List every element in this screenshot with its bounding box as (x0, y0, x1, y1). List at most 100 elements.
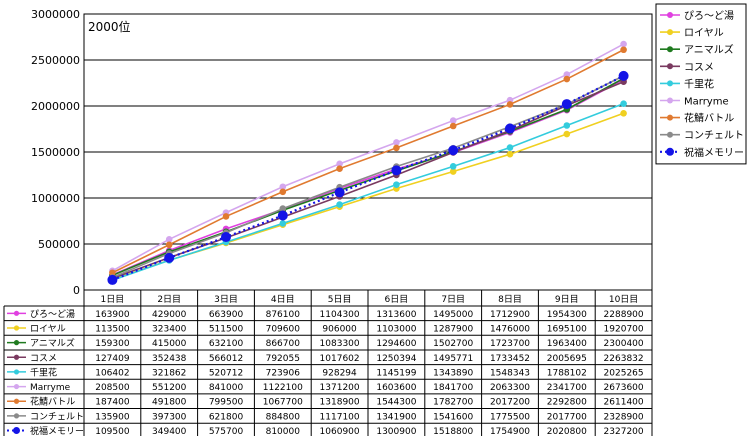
table-cell-value: 321862 (152, 368, 186, 378)
table-cell-value: 163900 (95, 310, 130, 320)
table-cell-value: 511500 (209, 324, 244, 334)
table-cell-value: 1544300 (376, 398, 416, 408)
table-cell-value: 2263832 (604, 354, 644, 364)
table-series-name: アニマルズ (30, 337, 75, 349)
table-cell-value: 520712 (209, 368, 243, 378)
table-cell-value: 709600 (266, 324, 301, 334)
table-legend-marker (13, 413, 20, 419)
table-cell-value: 841000 (209, 383, 244, 393)
legend-label: Marryme (684, 97, 729, 108)
table-cell-value: 1518800 (433, 427, 473, 436)
data-point (279, 220, 287, 227)
legend-marker (666, 147, 674, 156)
table-cell-value: 1287900 (433, 324, 473, 334)
x-category-label: 10日目 (609, 294, 638, 305)
table-series-name: 花鯖バトル (30, 396, 75, 408)
data-point (506, 150, 514, 158)
x-category-label: 9日目 (555, 294, 579, 305)
y-tick-label: 0 (73, 284, 80, 297)
table-cell-value: 792055 (266, 354, 300, 364)
table-cell-value: 1122100 (263, 383, 303, 393)
table-cell-value: 1723700 (490, 339, 530, 349)
data-point (449, 168, 457, 175)
table-cell-value: 1841700 (433, 383, 473, 393)
table-cell-value: 928294 (322, 368, 357, 378)
data-point (448, 145, 459, 156)
legend-label: 千里花 (684, 77, 714, 90)
table-cell-value: 1502700 (433, 339, 473, 349)
y-axis-ticks: 0 500000 1000000 1500000 2000000 2500000 30000… (31, 8, 80, 297)
table-cell-value: 621800 (209, 412, 244, 422)
data-point (620, 100, 627, 107)
table-legend-marker (13, 325, 20, 331)
legend-marker (667, 46, 673, 53)
data-point (393, 144, 400, 152)
data-point (165, 235, 173, 243)
data-point (563, 75, 571, 83)
y-tick-label: 500000 (38, 238, 80, 251)
table-cell-value: 1695100 (547, 324, 587, 334)
data-point (277, 210, 288, 221)
table-cell-value: 1754900 (490, 427, 530, 436)
table-cell-value: 1775500 (490, 412, 530, 422)
table-cell-value: 109500 (95, 427, 130, 436)
table-cell-value: 866700 (266, 339, 301, 349)
table-cell-value: 349400 (152, 427, 187, 436)
table-cell-value: 1782700 (433, 398, 473, 408)
table-cell-value: 1963400 (547, 339, 587, 349)
table-cell-value: 135900 (95, 412, 130, 422)
data-point (449, 163, 457, 170)
series-line (112, 74, 625, 281)
data-point (336, 201, 343, 208)
legend-label: コスメ (684, 62, 714, 73)
table-cell-value: 1060900 (320, 427, 360, 436)
table-legend-marker (13, 354, 20, 360)
data-point (449, 117, 457, 124)
table-cell-value: 2327200 (604, 427, 644, 436)
legend-marker (667, 131, 673, 138)
table-cell-value: 1495000 (433, 310, 473, 320)
series-line (112, 78, 624, 276)
x-category-label: 3日目 (214, 294, 238, 305)
table-cell-value: 2017700 (547, 412, 587, 422)
table-cell-value: 1300900 (376, 427, 416, 436)
data-point (393, 181, 400, 188)
data-point (222, 213, 230, 220)
table-cell-value: 1313600 (376, 310, 416, 320)
y-tick-label: 2000000 (31, 100, 80, 113)
table-cell-value: 1104300 (320, 310, 360, 320)
table-cell-value: 551200 (152, 383, 187, 393)
x-category-label: 7日目 (441, 294, 465, 305)
table-series-name: 祝福メモリー (30, 425, 84, 436)
table-cell-value: 1712900 (490, 310, 530, 320)
table-cell-value: 323400 (152, 324, 187, 334)
table-cell-value: 2300400 (604, 339, 644, 349)
x-category-label: 6日目 (385, 294, 409, 305)
data-point (107, 274, 118, 285)
legend-label: ロイヤル (684, 28, 724, 39)
table-series-name: コンチェルト (30, 411, 84, 422)
chart-annotation: 2000位 (88, 19, 131, 34)
data-point (506, 144, 514, 151)
y-tick-label: 2500000 (31, 54, 80, 67)
table-cell-value: 632100 (209, 339, 244, 349)
table-cell-value: 2025265 (604, 368, 644, 378)
table-cell-value: 2328900 (604, 412, 644, 422)
series-line (112, 49, 624, 274)
legend-marker (667, 63, 673, 70)
data-point (506, 101, 514, 108)
table-cell-value: 1067700 (263, 398, 303, 408)
legend-label: コンチェルト (684, 130, 744, 142)
table-cell-value: 1117100 (320, 412, 360, 422)
table-cell-value: 1371200 (320, 383, 360, 393)
data-point (618, 70, 629, 81)
data-point (505, 123, 515, 134)
table-cell-value: 2611400 (604, 398, 644, 408)
table-cell-value: 1017602 (320, 354, 360, 364)
table-legend-marker (13, 369, 20, 375)
table-cell-value: 884800 (266, 412, 301, 422)
data-point (109, 269, 116, 277)
table-legend-marker (13, 398, 20, 404)
data-point (620, 46, 627, 54)
